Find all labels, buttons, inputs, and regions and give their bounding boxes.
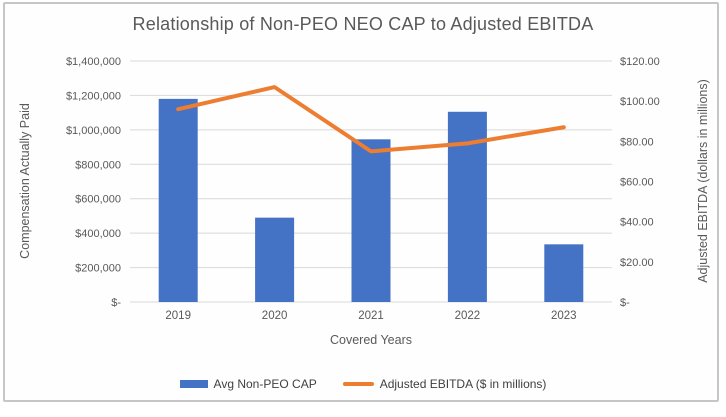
x-axis-tick: 2023 (551, 310, 577, 322)
bar-2023 (544, 244, 584, 302)
legend-item-avg-non-peo-cap: Avg Non-PEO CAP (179, 377, 317, 391)
legend: Avg Non-PEO CAP Adjusted EBITDA ($ in mi… (0, 377, 726, 391)
left-axis-tick: $1,000,000 (66, 125, 121, 137)
x-axis-title: Covered Years (329, 333, 412, 347)
right-axis-tick: $80.00 (620, 136, 654, 148)
right-axis-tick: $- (620, 297, 630, 309)
left-axis-tick: $400,000 (75, 228, 121, 240)
legend-item-adjusted-ebitda: Adjusted EBITDA ($ in millions) (342, 377, 547, 391)
x-axis-tick: 2020 (262, 310, 288, 322)
right-axis-tick: $20.00 (620, 257, 654, 269)
line-series-swatch-icon (342, 382, 374, 386)
chart-title: Relationship of Non-PEO NEO CAP to Adjus… (132, 14, 594, 34)
left-axis-tick: $1,200,000 (66, 90, 121, 102)
bar-2020 (255, 217, 295, 302)
right-axis-tick: $120.00 (620, 56, 660, 68)
bar-2021 (351, 139, 391, 302)
x-axis-tick: 2022 (455, 310, 481, 322)
legend-label-adjusted-ebitda: Adjusted EBITDA ($ in millions) (379, 377, 547, 391)
bar-2019 (158, 98, 198, 302)
x-axis-tick: 2019 (165, 310, 191, 322)
left-axis-tick: $800,000 (75, 159, 121, 171)
left-axis-tick: $1,400,000 (66, 56, 121, 68)
ebitda-line (176, 85, 566, 154)
legend-label-avg-non-peo-cap: Avg Non-PEO CAP (213, 377, 317, 391)
left-axis-tick: $600,000 (75, 194, 121, 206)
left-axis-tick: $200,000 (75, 263, 121, 275)
right-axis-tick: $100.00 (620, 96, 660, 108)
left-axis-tick: $- (111, 297, 121, 309)
x-axis-tick: 2021 (358, 310, 384, 322)
right-axis-tick: $40.00 (620, 217, 654, 229)
bar-series-swatch-icon (179, 380, 208, 388)
right-axis-tick: $60.00 (620, 177, 654, 189)
